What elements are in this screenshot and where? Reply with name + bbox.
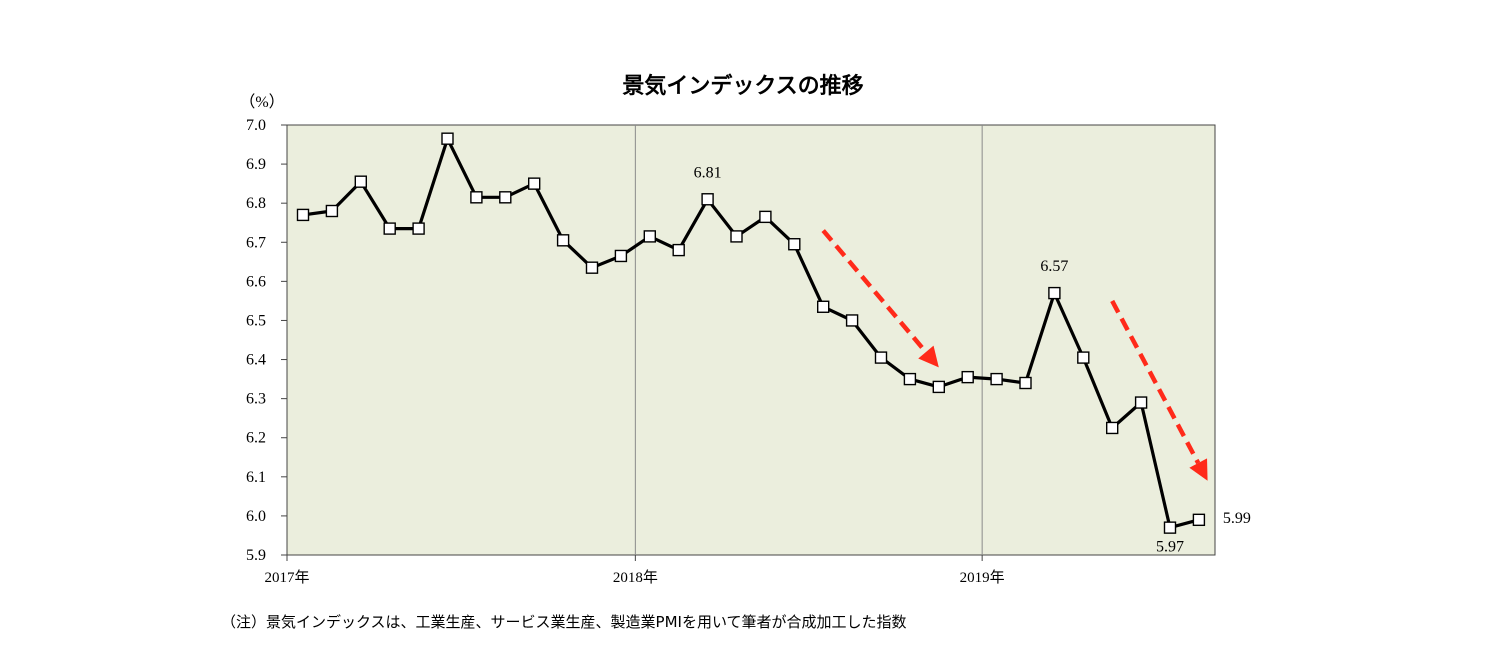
y-tick-label: 6.2	[246, 430, 266, 447]
trend-arrows	[821, 229, 1208, 481]
data-point-9	[528, 177, 541, 190]
data-point-6	[441, 132, 454, 145]
y-tick-label: 6.1	[246, 469, 266, 486]
y-tick-label: 6.0	[246, 508, 266, 525]
trend-arrow-shaft-2	[1110, 299, 1201, 465]
year-gridlines	[634, 125, 983, 555]
data-point-32	[1192, 513, 1206, 527]
data-point-16	[730, 230, 743, 243]
data-point-4	[383, 222, 396, 235]
y-tick-label: 7.0	[246, 117, 266, 134]
x-tick-label: 2018年	[613, 569, 658, 586]
y-tick-label: 6.8	[246, 195, 266, 212]
data-label: 6.57	[1040, 258, 1068, 275]
data-label: 5.97	[1156, 539, 1184, 556]
data-point-31	[1163, 521, 1177, 534]
data-point-1	[296, 208, 310, 222]
y-axis-ticks: 5.9 6.0 6.1 6.2 6.3 6.4 6.5 6.6 6.7 6.8 6.9 7.0	[246, 117, 287, 564]
data-point-22	[903, 372, 917, 386]
data-point-19	[817, 300, 830, 313]
data-point-8	[499, 191, 512, 204]
data-point-7	[470, 191, 483, 204]
data-point-27	[1048, 286, 1061, 300]
data-point-11	[585, 261, 599, 274]
data-point-30	[1134, 396, 1148, 409]
data-point-18	[788, 238, 801, 251]
y-tick-label: 6.3	[246, 391, 266, 408]
y-tick-label: 6.5	[246, 312, 266, 329]
data-label: 6.81	[694, 164, 722, 181]
data-point-24	[961, 370, 974, 384]
plot-area	[286, 124, 1216, 556]
data-point-25	[990, 372, 1003, 386]
series-line-group	[302, 137, 1200, 530]
data-label: 5.99	[1223, 510, 1251, 527]
data-labels: 6.81 6.57 5.97 5.99	[694, 164, 1251, 555]
y-tick-label: 6.7	[246, 234, 266, 251]
y-tick-label: 6.4	[246, 352, 266, 369]
x-tick-label: 2017年	[264, 569, 309, 586]
trend-arrow-shaft-1	[821, 229, 928, 354]
y-tick-label: 5.9	[246, 547, 266, 564]
data-point-23	[932, 380, 945, 394]
data-point-3	[354, 175, 367, 188]
data-point-29	[1105, 421, 1119, 435]
data-point-14	[672, 243, 685, 257]
y-tick-label: 6.9	[246, 156, 266, 173]
series-line	[302, 137, 1200, 530]
data-point-26	[1019, 376, 1032, 390]
data-point-2	[325, 204, 339, 218]
data-point-5	[412, 222, 425, 235]
data-point-21	[874, 351, 888, 364]
footnote: （注）景気インデックスは、工業生産、サービス業生産、製造業PMIを用いて筆者が合…	[221, 613, 907, 631]
data-point-17	[759, 210, 772, 224]
data-point-20	[845, 314, 859, 327]
data-point-15	[701, 193, 714, 206]
trend-arrow-head-2	[1189, 458, 1208, 481]
data-point-10	[556, 234, 570, 247]
data-point-markers	[296, 132, 1206, 534]
data-point-28	[1077, 351, 1090, 364]
y-axis-unit-label: （%）	[239, 93, 284, 111]
y-tick-label: 6.6	[246, 273, 266, 290]
x-axis-ticks: 2017年 2018年 2019年	[264, 555, 1005, 586]
chart-title: 景気インデックスの推移	[622, 73, 863, 99]
data-point-13	[643, 230, 656, 243]
x-tick-label: 2019年	[960, 569, 1005, 586]
data-point-12	[614, 249, 628, 263]
trend-arrow-head-1	[918, 345, 939, 368]
